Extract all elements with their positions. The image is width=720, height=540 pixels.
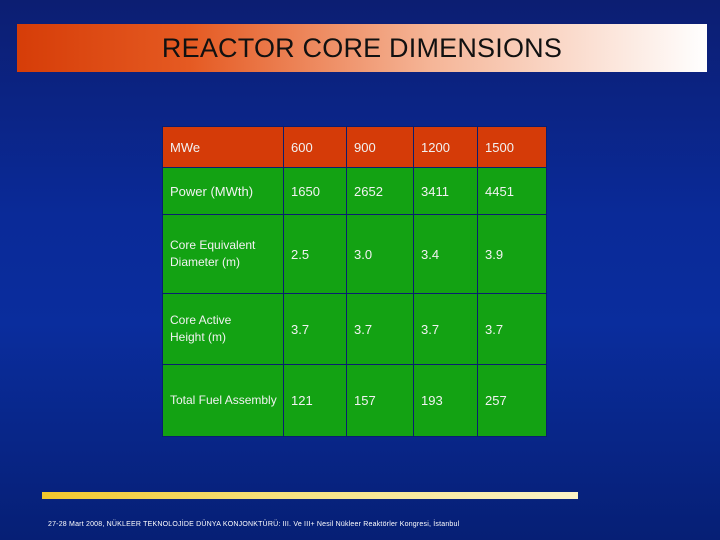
table-row-fuel-assembly: Total Fuel Assembly 121 157 193 257	[162, 364, 547, 437]
reactor-core-dimensions-table: MWe 600 900 1200 1500 Power (MWth) 1650 …	[162, 126, 547, 437]
table-cell: 2652	[346, 167, 414, 215]
title-bar: REACTOR CORE DIMENSIONS	[17, 24, 707, 72]
table-cell: 257	[477, 364, 547, 437]
row-label: Total Fuel Assembly	[162, 364, 284, 437]
table-cell: 1650	[283, 167, 347, 215]
row-label: Core Active Height (m)	[162, 293, 284, 365]
slide-title: REACTOR CORE DIMENSIONS	[161, 32, 563, 63]
table-cell: 4451	[477, 167, 547, 215]
table-cell: 3.7	[413, 293, 478, 365]
table-cell: 193	[413, 364, 478, 437]
table-cell: 157	[346, 364, 414, 437]
table-cell: 3411	[413, 167, 478, 215]
header-cell: 900	[346, 126, 414, 168]
table-header-row: MWe 600 900 1200 1500	[162, 126, 547, 168]
table-cell: 3.7	[346, 293, 414, 365]
header-label-mwe: MWe	[162, 126, 284, 168]
row-label-line: Diameter (m)	[170, 255, 241, 269]
table-cell: 3.9	[477, 214, 547, 294]
header-cell: 1500	[477, 126, 547, 168]
table-cell: 2.5	[283, 214, 347, 294]
table-row-core-diameter: Core Equivalent Diameter (m) 2.5 3.0 3.4…	[162, 214, 547, 294]
header-cell: 600	[283, 126, 347, 168]
row-label: Core Equivalent Diameter (m)	[162, 214, 284, 294]
table-cell: 3.4	[413, 214, 478, 294]
row-label-line: Height (m)	[170, 330, 227, 344]
footer-caption: 27-28 Mart 2008, NÜKLEER TEKNOLOJİDE DÜN…	[48, 521, 460, 528]
row-label-line: Core Active	[170, 313, 232, 327]
header-cell: 1200	[413, 126, 478, 168]
table-cell: 3.7	[283, 293, 347, 365]
table-row-power: Power (MWth) 1650 2652 3411 4451	[162, 167, 547, 215]
table-cell: 121	[283, 364, 347, 437]
footer-divider	[42, 492, 578, 499]
row-label-line: Core Equivalent	[170, 238, 256, 252]
table-cell: 3.0	[346, 214, 414, 294]
table-row-core-height: Core Active Height (m) 3.7 3.7 3.7 3.7	[162, 293, 547, 365]
row-label: Power (MWth)	[162, 167, 284, 215]
table-cell: 3.7	[477, 293, 547, 365]
